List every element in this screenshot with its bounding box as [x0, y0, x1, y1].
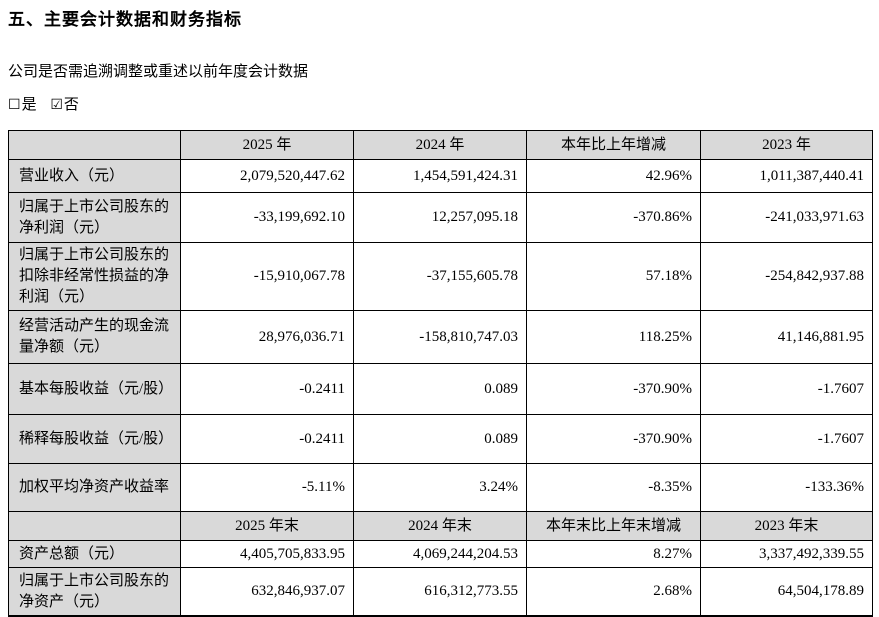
- value-2025: -0.2411: [180, 363, 354, 415]
- value-2025: 2,079,520,447.62: [180, 159, 354, 193]
- section-title: 五、主要会计数据和财务指标: [8, 10, 242, 29]
- value-change: -370.86%: [526, 192, 701, 243]
- value-2023: -133.36%: [700, 463, 873, 512]
- value-2025: 4,405,705,833.95: [180, 540, 354, 568]
- header-cell-2025-end: 2025 年末: [180, 511, 354, 541]
- header-cell-2023: 2023 年: [700, 130, 873, 160]
- header-cell-2023-end: 2023 年末: [700, 511, 873, 541]
- value-2023: -241,033,971.63: [700, 192, 873, 243]
- row-label: 经营活动产生的现金流量净额（元）: [8, 310, 181, 364]
- financial-indicators-table: 2025 年 2024 年 本年比上年增减 2023 年 营业收入（元） 2,0…: [8, 130, 873, 617]
- row-label: 归属于上市公司股东的净利润（元）: [8, 192, 181, 243]
- table-row-revenue: 营业收入（元） 2,079,520,447.62 1,454,591,424.3…: [8, 159, 873, 193]
- value-2023: -1.7607: [700, 414, 873, 464]
- value-2024: -37,155,605.78: [353, 242, 527, 311]
- value-2024: 12,257,095.18: [353, 192, 527, 243]
- value-2023: -254,842,937.88: [700, 242, 873, 311]
- value-2025: -5.11%: [180, 463, 354, 512]
- value-2023: 3,337,492,339.55: [700, 540, 873, 568]
- row-label: 归属于上市公司股东的净资产（元）: [8, 567, 181, 617]
- table-row-net-profit: 归属于上市公司股东的净利润（元） -33,199,692.10 12,257,0…: [8, 192, 873, 243]
- value-2024: -158,810,747.03: [353, 310, 527, 364]
- row-label: 基本每股收益（元/股）: [8, 363, 181, 415]
- value-change: -370.90%: [526, 414, 701, 464]
- value-change: 8.27%: [526, 540, 701, 568]
- value-2025: 632,846,937.07: [180, 567, 354, 617]
- header-cell-2024: 2024 年: [353, 130, 527, 160]
- value-2024: 3.24%: [353, 463, 527, 512]
- value-2024: 1,454,591,424.31: [353, 159, 527, 193]
- row-label: 归属于上市公司股东的扣除非经常性损益的净利润（元）: [8, 242, 181, 311]
- checkbox-unchecked-icon: ☐: [8, 97, 21, 113]
- value-2025: -33,199,692.10: [180, 192, 354, 243]
- value-2023: 41,146,881.95: [700, 310, 873, 364]
- row-label: 营业收入（元）: [8, 159, 181, 193]
- header-cell-blank: [8, 130, 181, 160]
- restatement-question: 公司是否需追溯调整或重述以前年度会计数据: [8, 64, 309, 80]
- header-cell-2024-end: 2024 年末: [353, 511, 527, 541]
- value-2023: 1,011,387,440.41: [700, 159, 873, 193]
- checkbox-yes-label: 是: [21, 97, 37, 113]
- value-2023: 64,504,178.89: [700, 567, 873, 617]
- value-2024: 4,069,244,204.53: [353, 540, 527, 568]
- value-2023: -1.7607: [700, 363, 873, 415]
- table-row-net-assets: 归属于上市公司股东的净资产（元） 632,846,937.07 616,312,…: [8, 567, 873, 617]
- value-2024: 0.089: [353, 414, 527, 464]
- table-row-diluted-eps: 稀释每股收益（元/股） -0.2411 0.089 -370.90% -1.76…: [8, 414, 873, 464]
- value-2025: 28,976,036.71: [180, 310, 354, 364]
- value-2025: -15,910,067.78: [180, 242, 354, 311]
- checkbox-checked-icon: ☑: [50, 97, 63, 113]
- value-change: -8.35%: [526, 463, 701, 512]
- value-change: 118.25%: [526, 310, 701, 364]
- value-2024: 616,312,773.55: [353, 567, 527, 617]
- restatement-options: ☐是 ☑否: [8, 95, 879, 115]
- table-header-row-period-end: 2025 年末 2024 年末 本年末比上年末增减 2023 年末: [8, 511, 873, 541]
- row-label: 稀释每股收益（元/股）: [8, 414, 181, 464]
- header-cell-2025: 2025 年: [180, 130, 354, 160]
- value-change: 42.96%: [526, 159, 701, 193]
- checkbox-no-label: 否: [63, 97, 79, 113]
- value-change: 57.18%: [526, 242, 701, 311]
- value-2025: -0.2411: [180, 414, 354, 464]
- checkbox-option-no: ☑否: [50, 97, 79, 113]
- header-cell-yoy-change: 本年比上年增减: [526, 130, 701, 160]
- value-change: -370.90%: [526, 363, 701, 415]
- value-2024: 0.089: [353, 363, 527, 415]
- table-header-row-annual: 2025 年 2024 年 本年比上年增减 2023 年: [8, 130, 873, 160]
- table-row-weighted-avg-roe: 加权平均净资产收益率 -5.11% 3.24% -8.35% -133.36%: [8, 463, 873, 512]
- header-cell-end-change: 本年末比上年末增减: [526, 511, 701, 541]
- table-row-total-assets: 资产总额（元） 4,405,705,833.95 4,069,244,204.5…: [8, 540, 873, 568]
- header-cell-blank: [8, 511, 181, 541]
- table-row-net-profit-excl-nonrecurring: 归属于上市公司股东的扣除非经常性损益的净利润（元） -15,910,067.78…: [8, 242, 873, 311]
- table-row-operating-cash-flow: 经营活动产生的现金流量净额（元） 28,976,036.71 -158,810,…: [8, 310, 873, 364]
- value-change: 2.68%: [526, 567, 701, 617]
- table-row-basic-eps: 基本每股收益（元/股） -0.2411 0.089 -370.90% -1.76…: [8, 363, 873, 415]
- checkbox-option-yes: ☐是: [8, 97, 37, 113]
- row-label: 资产总额（元）: [8, 540, 181, 568]
- row-label: 加权平均净资产收益率: [8, 463, 181, 512]
